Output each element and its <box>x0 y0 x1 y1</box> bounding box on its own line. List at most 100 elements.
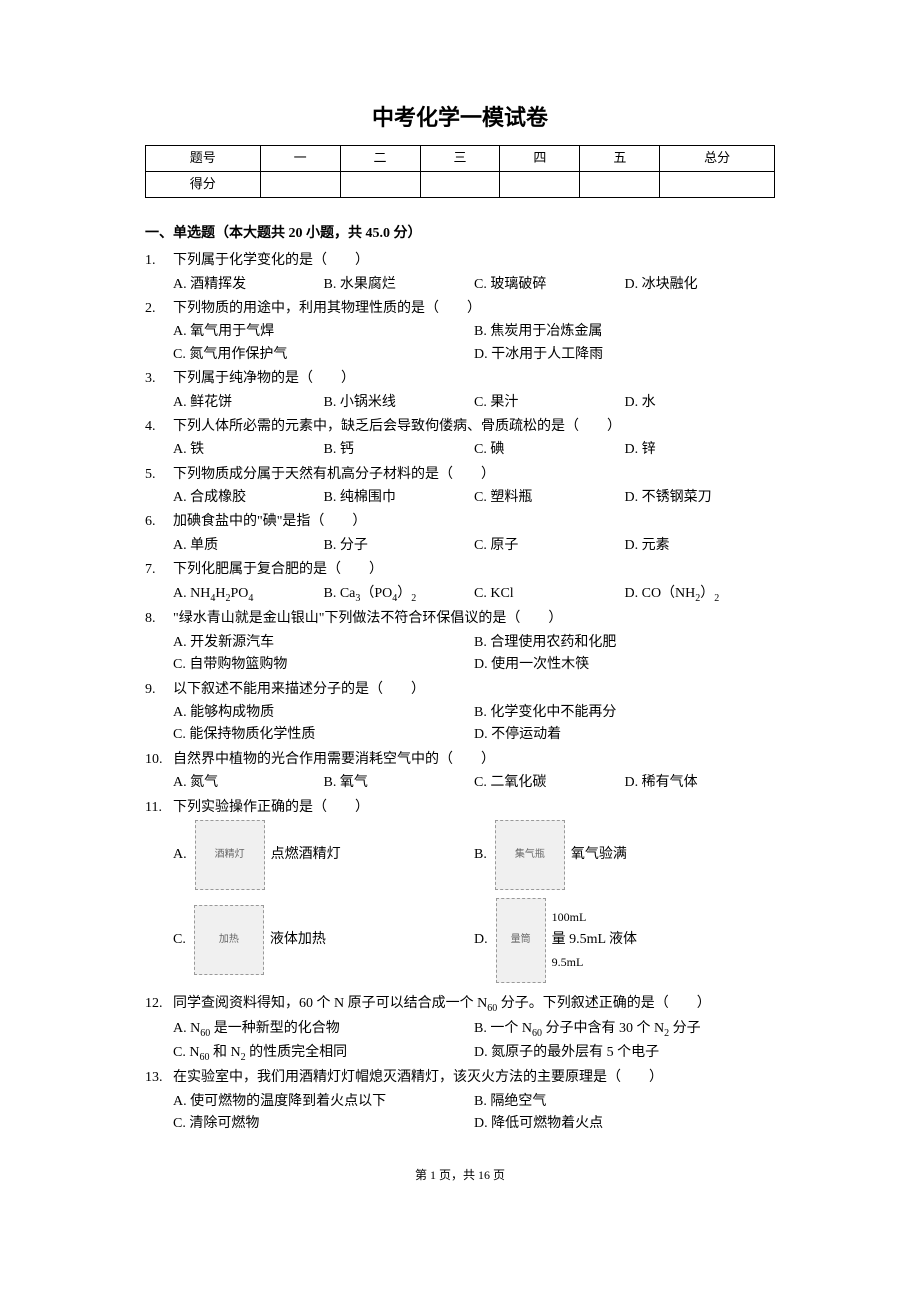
question-stem: 下列人体所必需的元素中，缺乏后会导致佝偻病、骨质疏松的是（ ） <box>173 416 775 438</box>
option-c: C. 原子 <box>474 535 625 557</box>
option-c: C. 二氧化碳 <box>474 772 625 794</box>
option-b: B. 隔绝空气 <box>474 1091 775 1113</box>
option-d: D. 不锈钢菜刀 <box>625 487 776 509</box>
question-number: 4. <box>145 416 173 438</box>
lamp-icon: 酒精灯 <box>195 820 265 890</box>
question-number: 1. <box>145 250 173 272</box>
option-a: A. 铁 <box>173 439 324 461</box>
question-number: 7. <box>145 559 173 581</box>
option-letter: A. <box>173 844 187 866</box>
page-footer: 第 1 页，共 16 页 <box>145 1166 775 1185</box>
option-d: D. 干冰用于人工降雨 <box>474 344 775 366</box>
question-2: 2. 下列物质的用途中，利用其物理性质的是（ ） A. 氧气用于气焊 B. 焦炭… <box>145 298 775 366</box>
question-number: 10. <box>145 749 173 771</box>
option-d: D. 不停运动着 <box>474 724 775 746</box>
option-a: A. 酒精挥发 <box>173 274 324 296</box>
section-header: 一、单选题（本大题共 20 小题，共 45.0 分） <box>145 223 775 245</box>
option-b: B. 焦炭用于冶炼金属 <box>474 321 775 343</box>
option-d: D. 稀有气体 <box>625 772 776 794</box>
cylinder-top-label: 100mL <box>552 910 587 924</box>
option-label: 氧气验满 <box>571 844 627 866</box>
question-stem: 以下叙述不能用来描述分子的是（ ） <box>173 679 775 701</box>
option-c: C. 碘 <box>474 439 625 461</box>
cylinder-bottom-label: 9.5mL <box>552 955 584 969</box>
question-stem: 下列属于纯净物的是（ ） <box>173 368 775 390</box>
cell <box>260 171 340 197</box>
option-c: C. 自带购物篮购物 <box>173 654 474 676</box>
option-c: C. 能保持物质化学性质 <box>173 724 474 746</box>
question-1: 1. 下列属于化学变化的是（ ） A. 酒精挥发 B. 水果腐烂 C. 玻璃破碎… <box>145 250 775 296</box>
table-row: 题号 一 二 三 四 五 总分 <box>146 146 775 172</box>
option-a: A. 使可燃物的温度降到着火点以下 <box>173 1091 474 1113</box>
jar-icon: 集气瓶 <box>495 820 565 890</box>
cell: 三 <box>420 146 500 172</box>
option-b: B. 集气瓶 氧气验满 <box>474 820 775 890</box>
option-b: B. 小锅米线 <box>324 392 475 414</box>
option-letter: C. <box>173 929 186 951</box>
heat-icon: 加热 <box>194 905 264 975</box>
cell <box>660 171 775 197</box>
question-stem: 加碘食盐中的"碘"是指（ ） <box>173 511 775 533</box>
option-a: A. 单质 <box>173 535 324 557</box>
option-d: D. 水 <box>625 392 776 414</box>
question-number: 11. <box>145 797 173 819</box>
option-c: C. 玻璃破碎 <box>474 274 625 296</box>
option-label: 量 9.5mL 液体 <box>552 932 637 947</box>
option-b: B. 纯棉围巾 <box>324 487 475 509</box>
question-13: 13. 在实验室中，我们用酒精灯灯帽熄灭酒精灯，该灭火方法的主要原理是（ ） A… <box>145 1067 775 1135</box>
cell <box>580 171 660 197</box>
option-b: B. 合理使用农药和化肥 <box>474 632 775 654</box>
question-stem: 下列属于化学变化的是（ ） <box>173 250 775 272</box>
option-a: A. 合成橡胶 <box>173 487 324 509</box>
option-d: D. CO（NH2）2 <box>625 583 776 607</box>
option-c: C. N60 和 N2 的性质完全相同 <box>173 1042 474 1066</box>
question-stem: "绿水青山就是金山银山"下列做法不符合环保倡议的是（ ） <box>173 608 775 630</box>
question-number: 6. <box>145 511 173 533</box>
question-number: 5. <box>145 464 173 486</box>
question-stem: 下列物质成分属于天然有机高分子材料的是（ ） <box>173 464 775 486</box>
option-d: D. 元素 <box>625 535 776 557</box>
option-letter: B. <box>474 844 487 866</box>
cylinder-icon: 量筒 <box>496 898 546 983</box>
cell <box>340 171 420 197</box>
question-7: 7. 下列化肥属于复合肥的是（ ） A. NH4H2PO4 B. Ca3（PO4… <box>145 559 775 606</box>
question-number: 13. <box>145 1067 173 1089</box>
question-stem: 在实验室中，我们用酒精灯灯帽熄灭酒精灯，该灭火方法的主要原理是（ ） <box>173 1067 775 1089</box>
option-d: D. 锌 <box>625 439 776 461</box>
question-3: 3. 下列属于纯净物的是（ ） A. 鲜花饼 B. 小锅米线 C. 果汁 D. … <box>145 368 775 414</box>
option-a: A. 能够构成物质 <box>173 702 474 724</box>
page-title: 中考化学一模试卷 <box>145 100 775 135</box>
question-stem: 同学查阅资料得知，60 个 N 原子可以结合成一个 N60 分子。下列叙述正确的… <box>173 993 775 1017</box>
option-b: B. 氧气 <box>324 772 475 794</box>
option-label: 液体加热 <box>270 929 326 951</box>
cell <box>420 171 500 197</box>
cell: 五 <box>580 146 660 172</box>
question-number: 8. <box>145 608 173 630</box>
cell: 一 <box>260 146 340 172</box>
option-c: C. 塑料瓶 <box>474 487 625 509</box>
option-d: D. 量筒 100mL 量 9.5mL 液体 9.5mL <box>474 898 775 983</box>
question-number: 12. <box>145 993 173 1015</box>
cell: 四 <box>500 146 580 172</box>
cell: 得分 <box>146 171 261 197</box>
option-c: C. KCl <box>474 583 625 607</box>
question-8: 8. "绿水青山就是金山银山"下列做法不符合环保倡议的是（ ） A. 开发新源汽… <box>145 608 775 676</box>
option-b: B. 分子 <box>324 535 475 557</box>
cell <box>500 171 580 197</box>
question-number: 2. <box>145 298 173 320</box>
question-11: 11. 下列实验操作正确的是（ ） A. 酒精灯 点燃酒精灯 B. 集气瓶 氧气… <box>145 797 775 991</box>
option-a: A. 氮气 <box>173 772 324 794</box>
cell: 总分 <box>660 146 775 172</box>
option-a: A. 开发新源汽车 <box>173 632 474 654</box>
question-6: 6. 加碘食盐中的"碘"是指（ ） A. 单质 B. 分子 C. 原子 D. 元… <box>145 511 775 557</box>
option-b: B. 化学变化中不能再分 <box>474 702 775 724</box>
option-letter: D. <box>474 929 488 951</box>
question-stem: 下列实验操作正确的是（ ） <box>173 797 775 819</box>
table-row: 得分 <box>146 171 775 197</box>
option-d: D. 氮原子的最外层有 5 个电子 <box>474 1042 775 1066</box>
option-c: C. 加热 液体加热 <box>173 905 474 975</box>
question-5: 5. 下列物质成分属于天然有机高分子材料的是（ ） A. 合成橡胶 B. 纯棉围… <box>145 464 775 510</box>
option-d: D. 降低可燃物着火点 <box>474 1113 775 1135</box>
question-stem: 自然界中植物的光合作用需要消耗空气中的（ ） <box>173 749 775 771</box>
option-a: A. NH4H2PO4 <box>173 583 324 607</box>
